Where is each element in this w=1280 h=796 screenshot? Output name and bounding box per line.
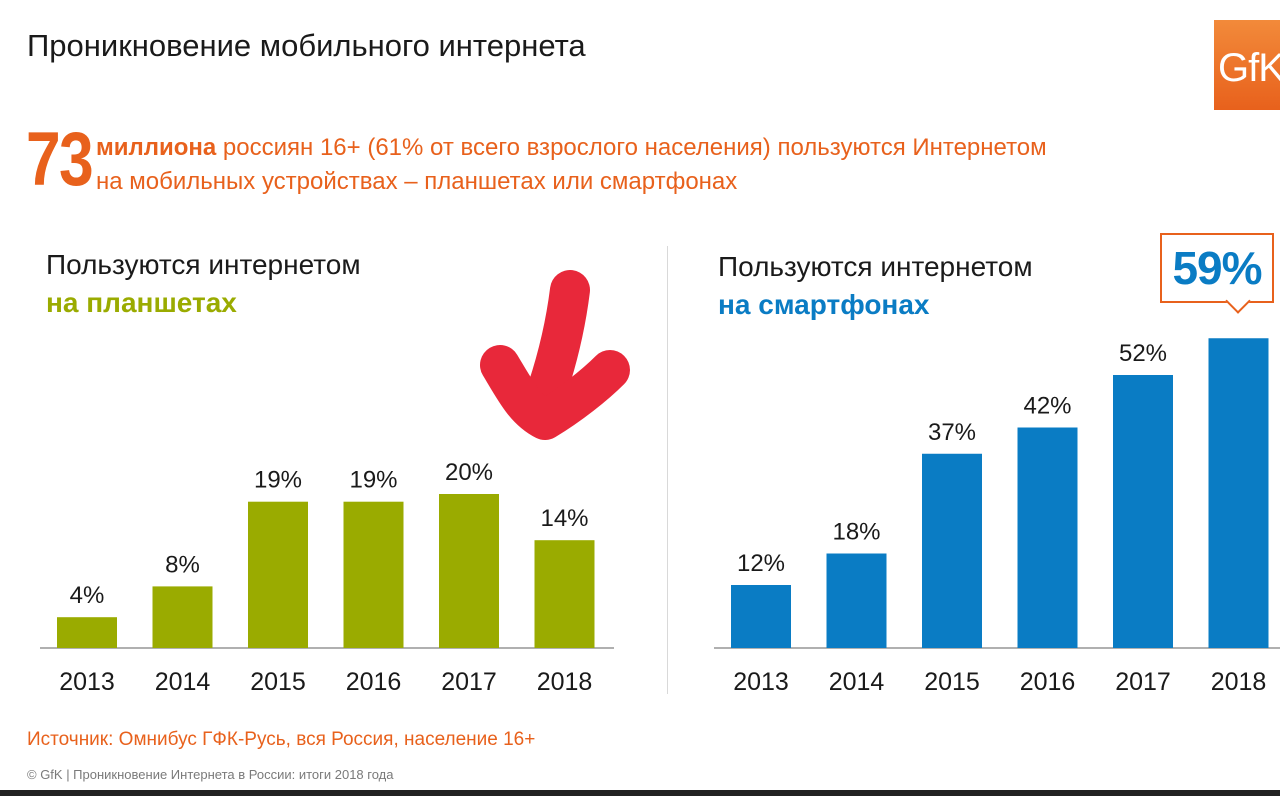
headline-number: 73 bbox=[26, 117, 94, 202]
x-tick-2018: 2018 bbox=[537, 668, 593, 696]
smartphone-chart-title: Пользуются интернетом на смартфонах bbox=[718, 248, 1033, 324]
x-tick-2015: 2015 bbox=[250, 668, 306, 696]
bar-2014 bbox=[826, 553, 887, 648]
source-note: Источник: Омнибус ГФК-Русь, вся Россия, … bbox=[27, 729, 536, 750]
smartphone-title-line1: Пользуются интернетом bbox=[718, 251, 1033, 282]
x-tick-2013: 2013 bbox=[733, 668, 789, 696]
data-label-2015: 19% bbox=[254, 467, 302, 494]
logo-text: GfK bbox=[1218, 46, 1280, 90]
bar-2018 bbox=[1208, 338, 1269, 648]
smartphone-title-line2: на смартфонах bbox=[718, 289, 930, 320]
callout-value: 59% bbox=[1172, 242, 1262, 294]
x-tick-2017: 2017 bbox=[1115, 668, 1171, 696]
data-label-2016: 42% bbox=[1023, 393, 1071, 420]
data-label-2018: 14% bbox=[540, 505, 588, 532]
bar-2015 bbox=[922, 453, 982, 648]
headline-text: миллиона россиян 16+ (61% от всего взрос… bbox=[96, 131, 1176, 199]
bar-2018 bbox=[534, 540, 595, 648]
data-label-2014: 8% bbox=[165, 551, 200, 578]
bar-2016 bbox=[1017, 427, 1078, 648]
tablet-title-line1: Пользуются интернетом bbox=[46, 249, 361, 280]
tablet-bar-chart: 4% 2013 8% 2014 19% 2015 19% 2016 20% 2017 14% 2018 bbox=[40, 459, 614, 696]
headline-line1: россиян 16+ (61% от всего взрослого насе… bbox=[216, 134, 1047, 161]
x-tick-2014: 2014 bbox=[829, 668, 885, 696]
bar-2017 bbox=[1113, 375, 1173, 648]
smartphone-bar-chart: 12% 2013 18% 2014 37% 2015 42% 2016 52% 2017 2018 bbox=[714, 338, 1280, 696]
headline-bold: миллиона bbox=[96, 134, 217, 161]
tablet-title-line2: на планшетах bbox=[46, 287, 237, 318]
data-label-2013: 12% bbox=[737, 550, 785, 577]
x-tick-2018: 2018 bbox=[1211, 668, 1267, 696]
x-tick-2014: 2014 bbox=[155, 668, 211, 696]
headline-line2: на мобильных устройствах – планшетах или… bbox=[96, 168, 738, 195]
bar-2013 bbox=[731, 585, 791, 648]
red-down-arrow-icon bbox=[480, 270, 630, 440]
bar-2014 bbox=[152, 586, 213, 648]
x-tick-2015: 2015 bbox=[924, 668, 980, 696]
data-label-2015: 37% bbox=[928, 419, 976, 446]
data-label-2014: 18% bbox=[832, 519, 880, 546]
x-tick-2016: 2016 bbox=[1020, 668, 1076, 696]
data-label-2016: 19% bbox=[349, 467, 397, 494]
gfk-logo: GfK bbox=[1214, 20, 1280, 110]
bar-2013 bbox=[57, 617, 117, 648]
page-title: Проникновение мобильного интернета bbox=[27, 28, 586, 63]
bar-2017 bbox=[439, 494, 499, 648]
tablet-chart-title: Пользуются интернетом на планшетах bbox=[46, 246, 361, 322]
bar-2016 bbox=[343, 501, 404, 648]
x-tick-2017: 2017 bbox=[441, 668, 497, 696]
bar-2015 bbox=[248, 501, 308, 648]
bottom-rule bbox=[0, 790, 1280, 796]
x-tick-2016: 2016 bbox=[346, 668, 402, 696]
footer-copyright: © GfK | Проникновение Интернета в России… bbox=[27, 767, 394, 782]
data-label-2017: 52% bbox=[1119, 340, 1167, 367]
callout-box: 59% bbox=[1160, 233, 1274, 303]
x-tick-2013: 2013 bbox=[59, 668, 115, 696]
panel-divider bbox=[667, 246, 668, 694]
data-label-2013: 4% bbox=[70, 582, 105, 609]
data-label-2017: 20% bbox=[445, 459, 493, 486]
